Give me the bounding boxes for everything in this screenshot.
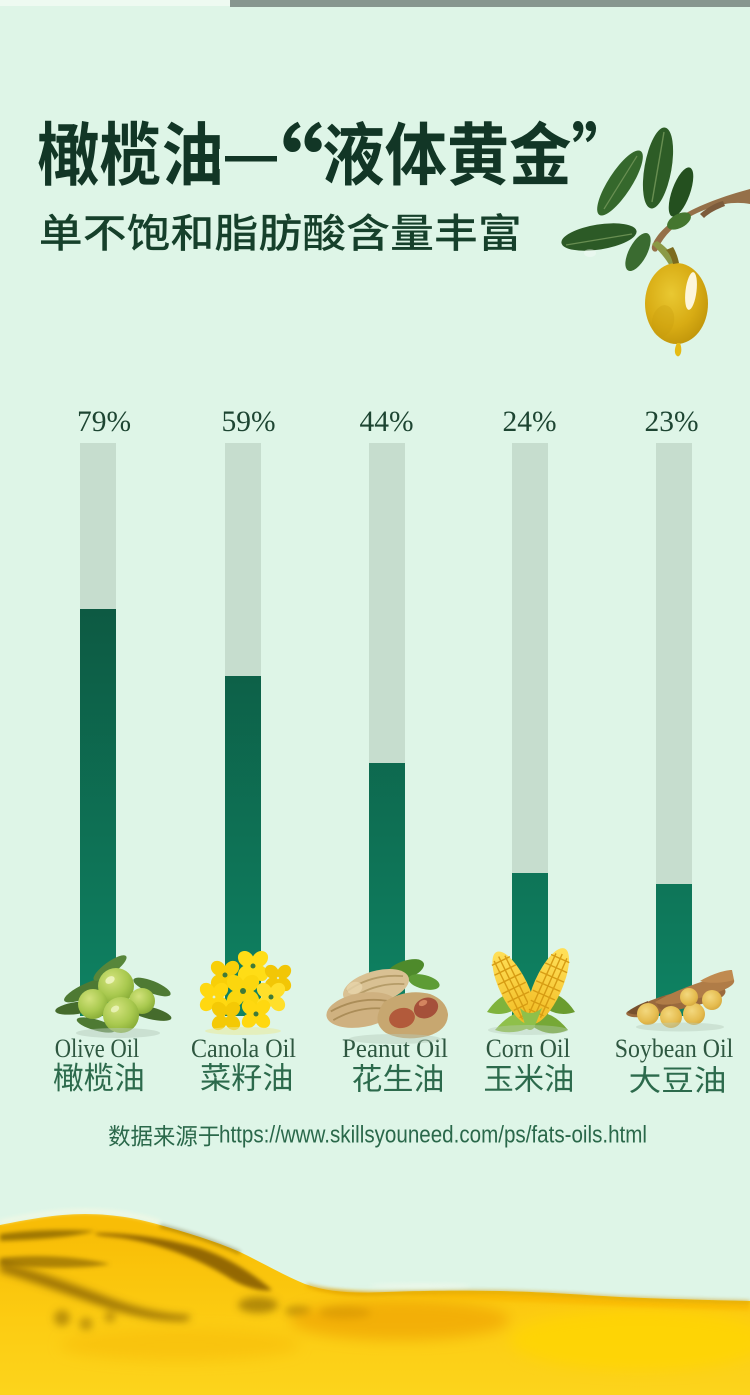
svg-text:59%: 59% xyxy=(221,406,275,438)
svg-text:79%: 79% xyxy=(77,406,131,438)
svg-text:Olive Oil: Olive Oil xyxy=(55,1033,140,1063)
svg-text:https://www.skillsyouneed.com/: https://www.skillsyouneed.com/ps/fats-oi… xyxy=(219,1122,647,1149)
svg-text:Corn Oil: Corn Oil xyxy=(486,1033,571,1063)
svg-text:Peanut Oil: Peanut Oil xyxy=(342,1033,448,1063)
svg-text:24%: 24% xyxy=(502,406,556,438)
svg-text:Canola Oil: Canola Oil xyxy=(191,1033,296,1063)
svg-text:44%: 44% xyxy=(359,406,413,438)
svg-text:23%: 23% xyxy=(644,406,698,438)
svg-text:Soybean Oil: Soybean Oil xyxy=(615,1033,734,1063)
